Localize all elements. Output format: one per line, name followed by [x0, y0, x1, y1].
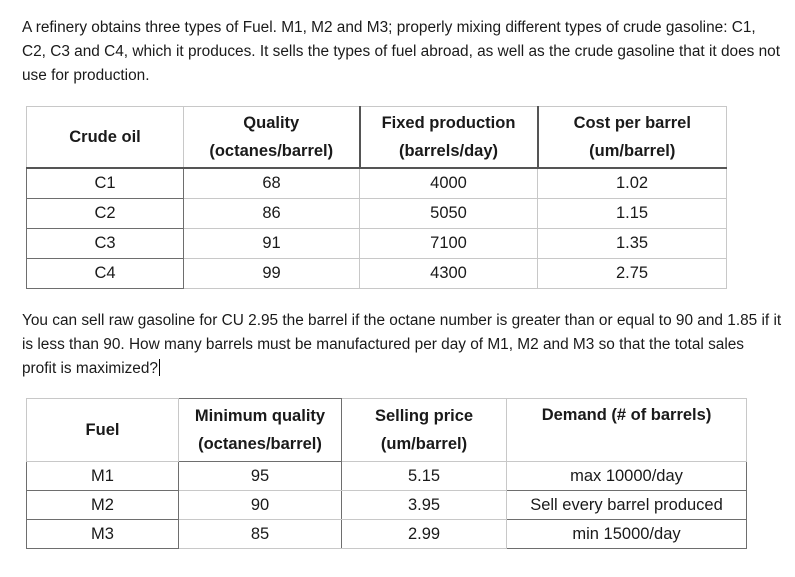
- production-cell: 7100: [359, 228, 538, 259]
- question-paragraph[interactable]: You can sell raw gasoline for CU 2.95 th…: [22, 309, 782, 381]
- header-fuel: Fuel: [26, 398, 179, 462]
- table-row: C4 99 4300 2.75: [26, 258, 727, 289]
- min-quality-cell: 85: [178, 519, 342, 549]
- demand-cell: Sell every barrel produced: [506, 490, 747, 520]
- production-cell: 4300: [359, 258, 538, 289]
- question-text: You can sell raw gasoline for CU 2.95 th…: [22, 312, 782, 377]
- crude-oil-table: Crude oil Quality (octanes/barrel) Fixed…: [26, 106, 727, 289]
- header-quality: Quality (octanes/barrel): [183, 106, 361, 169]
- table-row: C2 86 5050 1.15: [26, 198, 727, 229]
- min-quality-cell: 95: [178, 461, 342, 491]
- crude-cell: C1: [26, 167, 184, 199]
- header-demand: Demand (# of barrels): [506, 398, 747, 462]
- demand-cell: max 10000/day: [506, 461, 747, 491]
- table-row: M3 85 2.99 min 15000/day: [26, 519, 747, 549]
- quality-cell: 86: [183, 198, 360, 229]
- crude-table-header-row: Crude oil Quality (octanes/barrel) Fixed…: [26, 106, 727, 169]
- header-fixed-production: Fixed production (barrels/day): [359, 106, 539, 169]
- header-minimum-quality: Minimum quality (octanes/barrel): [178, 398, 342, 462]
- demand-cell: min 15000/day: [506, 519, 747, 549]
- cost-cell: 1.02: [537, 167, 727, 199]
- cost-cell: 2.75: [537, 258, 727, 289]
- production-cell: 5050: [359, 198, 538, 229]
- table-row: C3 91 7100 1.35: [26, 228, 727, 259]
- price-cell: 2.99: [341, 519, 507, 549]
- table-row: M2 90 3.95 Sell every barrel produced: [26, 490, 747, 520]
- crude-cell: C3: [26, 228, 184, 259]
- fuel-cell: M1: [26, 461, 179, 491]
- quality-cell: 91: [183, 228, 360, 259]
- header-crude-oil: Crude oil: [26, 106, 184, 169]
- header-cost-per-barrel: Cost per barrel (um/barrel): [537, 106, 727, 169]
- quality-cell: 99: [183, 258, 360, 289]
- fuel-table-header-row: Fuel Minimum quality (octanes/barrel) Se…: [26, 398, 747, 462]
- min-quality-cell: 90: [178, 490, 342, 520]
- crude-cell: C2: [26, 198, 184, 229]
- quality-cell: 68: [183, 167, 360, 199]
- production-cell: 4000: [359, 167, 538, 199]
- fuel-cell: M2: [26, 490, 179, 520]
- cost-cell: 1.35: [537, 228, 727, 259]
- text-cursor: [159, 359, 160, 376]
- table-row: C1 68 4000 1.02: [26, 167, 727, 199]
- cost-cell: 1.15: [537, 198, 727, 229]
- price-cell: 5.15: [341, 461, 507, 491]
- header-selling-price: Selling price (um/barrel): [341, 398, 507, 462]
- fuel-cell: M3: [26, 519, 179, 549]
- price-cell: 3.95: [341, 490, 507, 520]
- table-row: M1 95 5.15 max 10000/day: [26, 461, 747, 491]
- crude-cell: C4: [26, 258, 184, 289]
- intro-paragraph: A refinery obtains three types of Fuel. …: [22, 19, 780, 84]
- fuel-table: Fuel Minimum quality (octanes/barrel) Se…: [26, 398, 747, 549]
